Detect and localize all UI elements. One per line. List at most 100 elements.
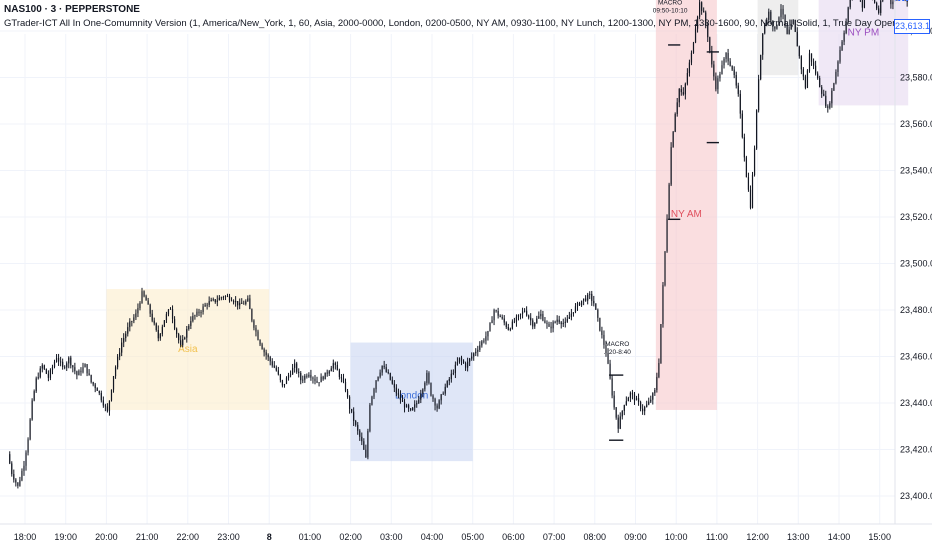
- candle-body: [19, 480, 21, 486]
- candle-body: [216, 300, 218, 303]
- candle-body: [161, 326, 163, 334]
- candle-body: [595, 303, 597, 310]
- session-label-asia: Asia: [178, 344, 198, 355]
- candle-body: [208, 301, 210, 305]
- time-axis[interactable]: 18:00 19:00 20:00 21:00 22:00 23:00 8 01:00 02:0…: [0, 523, 932, 542]
- candle-body: [831, 90, 833, 104]
- candle-body: [383, 365, 385, 368]
- candle-body: [86, 364, 88, 374]
- candle-body: [739, 93, 741, 114]
- candle-body: [379, 372, 381, 377]
- candle-body: [788, 29, 790, 35]
- candle-body: [568, 316, 570, 319]
- candle-body: [703, 10, 705, 13]
- candle-body: [544, 320, 546, 323]
- candle-body: [188, 325, 190, 330]
- candle-body: [33, 391, 35, 401]
- candle-body: [139, 302, 141, 308]
- candle-body: [363, 441, 365, 450]
- candle-body: [222, 297, 225, 298]
- candle-body: [784, 14, 786, 26]
- candle-body: [631, 392, 634, 395]
- candle-body: [812, 61, 815, 66]
- candle-body: [302, 379, 304, 381]
- candle-body: [357, 424, 359, 431]
- candle-body: [271, 361, 273, 366]
- candle-body: [473, 353, 475, 357]
- x-tick-label: 06:00: [502, 532, 525, 542]
- candle-body: [454, 364, 457, 374]
- candle-body: [554, 321, 556, 323]
- candle-body: [306, 375, 308, 377]
- y-tick-label: 23,420.0: [900, 445, 932, 455]
- candle-body: [78, 370, 80, 376]
- candle-body: [611, 378, 613, 396]
- candle-body: [438, 400, 440, 409]
- candle-body: [684, 83, 686, 95]
- candle-body: [74, 367, 76, 372]
- candle-body: [536, 318, 538, 323]
- candle-body: [591, 293, 593, 301]
- candle-body: [483, 340, 485, 342]
- candle-body: [876, 2, 878, 9]
- candle-body: [560, 322, 562, 325]
- candle-body: [603, 334, 605, 345]
- candle-body: [133, 317, 135, 322]
- candle-body: [639, 401, 642, 409]
- candle-body: [619, 416, 621, 429]
- candle-body: [283, 383, 286, 386]
- session-label-nyam: NY AM: [671, 209, 702, 220]
- candle-body: [890, 0, 892, 5]
- candle-body: [770, 11, 772, 21]
- candle-body: [412, 407, 414, 411]
- candle-body: [692, 42, 695, 53]
- candle-body: [548, 323, 550, 327]
- candle-body: [422, 389, 424, 395]
- candle-body: [434, 398, 436, 406]
- indicator-legend[interactable]: GTrader-ICT All In One-Comumnity Version…: [4, 18, 894, 29]
- candle-body: [110, 389, 113, 401]
- candle-body: [47, 373, 50, 378]
- candle-body: [255, 327, 257, 332]
- candle-body: [701, 2, 703, 11]
- price-axis[interactable]: 23,400.0 23,420.0 23,440.0 23,460.0 23,480.0…: [894, 0, 932, 524]
- candle-body: [279, 374, 281, 381]
- candle-body: [593, 300, 595, 304]
- candle-body: [680, 89, 682, 93]
- candle-body: [206, 304, 208, 306]
- symbol-title[interactable]: NAS100 · 3 · PEPPERSTONE: [4, 4, 140, 15]
- candle-body: [530, 317, 532, 321]
- y-tick-label: 23,560.0: [900, 119, 932, 129]
- candle-body: [342, 378, 345, 383]
- candle-body: [245, 301, 247, 304]
- session-boxes: Asia London NY AM NY PM: [106, 0, 909, 462]
- candle-body: [11, 463, 13, 475]
- candle-body: [100, 393, 102, 401]
- candle-body: [609, 363, 611, 379]
- candle-body: [597, 309, 599, 318]
- session-london: [350, 342, 473, 462]
- candle-body: [173, 318, 176, 329]
- x-tick-label: 22:00: [177, 532, 200, 542]
- y-tick-label: 23,460.0: [900, 352, 932, 362]
- candle-body: [281, 380, 284, 386]
- candle-body: [198, 311, 200, 314]
- candle-body: [847, 7, 849, 22]
- candle-body: [540, 313, 542, 317]
- candle-body: [155, 323, 157, 331]
- candle-body: [644, 406, 646, 412]
- candle-body: [68, 357, 70, 364]
- x-tick-label: 07:00: [543, 532, 566, 542]
- candle-body: [237, 300, 239, 306]
- candle-body: [123, 338, 125, 343]
- candle-body: [444, 386, 446, 394]
- candle-body: [821, 87, 823, 94]
- candle-body: [825, 95, 827, 107]
- candle-body: [458, 357, 461, 362]
- candle-body: [452, 373, 454, 374]
- candle-body: [226, 296, 229, 298]
- candle-body: [253, 320, 255, 328]
- candle-body: [713, 64, 715, 77]
